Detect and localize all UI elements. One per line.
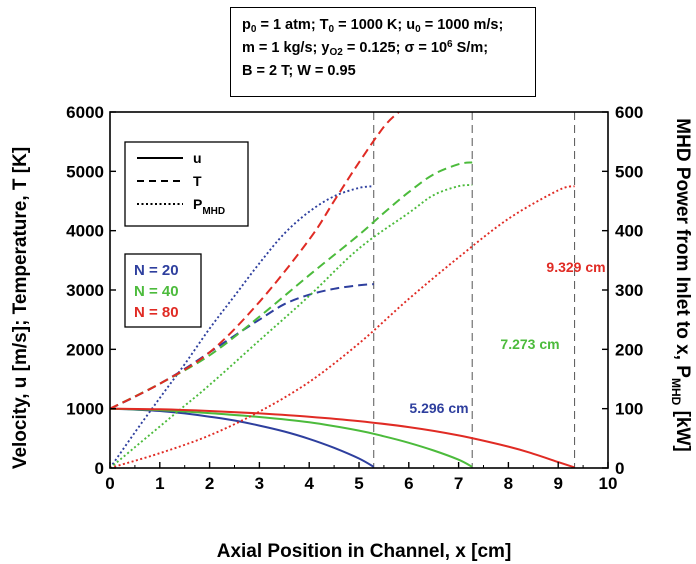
legend-case-n-80: N = 80 [134, 304, 179, 321]
y2-tick-label: 400 [615, 222, 643, 241]
y-tick-label: 0 [95, 459, 104, 478]
y-tick-label: 4000 [66, 222, 104, 241]
x-tick-label: 5 [354, 474, 363, 493]
series-n-40-t [110, 161, 473, 410]
y-axis-label: Velocity, u [m/s]; Temperature, T [K] [10, 147, 31, 469]
series-n-80-p-mhd [110, 185, 575, 468]
legend-label-p-mhd: PMHD [193, 196, 225, 217]
x-tick-label: 3 [255, 474, 264, 493]
x-tick-label: 4 [304, 474, 314, 493]
y2-tick-label: 200 [615, 340, 643, 359]
series-n-80-t [110, 112, 400, 410]
x-tick-label: 1 [155, 474, 164, 493]
y2-tick-label: 100 [615, 400, 643, 419]
y2-axis-label: MHD Power from Inlet to x, PMHD [kW] [669, 118, 693, 451]
series-n-20-u [110, 407, 375, 468]
parameter-box: p0 = 1 atm; T0 = 1000 K; u0 = 1000 m/s; … [230, 7, 536, 97]
x-tick-label: 7 [454, 474, 463, 493]
param-line-1: p0 = 1 atm; T0 = 1000 K; u0 = 1000 m/s; [242, 17, 504, 35]
param-line-3: B = 2 T; W = 0.95 [242, 63, 356, 79]
y2-tick-label: 300 [615, 281, 643, 300]
legend-label-u: u [193, 150, 202, 166]
series-n-40-u [110, 407, 473, 468]
y-tick-label: 2000 [66, 340, 104, 359]
channel-end-label-9-329-cm: 9.329 cm [546, 259, 605, 275]
x-axis-label: Axial Position in Channel, x [cm] [217, 541, 512, 562]
y2-tick-label: 0 [615, 459, 624, 478]
y-tick-label: 3000 [66, 281, 104, 300]
series-n-80-u [110, 407, 575, 468]
legend-case-n-40: N = 40 [134, 283, 179, 300]
y-tick-label: 1000 [66, 400, 104, 419]
legend-case-n-20: N = 20 [134, 262, 179, 279]
series-n-20-p-mhd [110, 185, 374, 468]
channel-end-label-7-273-cm: 7.273 cm [500, 336, 559, 352]
y2-tick-label: 600 [615, 103, 643, 122]
series-n-40-p-mhd [110, 184, 473, 468]
x-tick-label: 0 [105, 474, 114, 493]
y-tick-label: 5000 [66, 162, 104, 181]
y2-tick-label: 500 [615, 162, 643, 181]
x-tick-label: 10 [599, 474, 618, 493]
legend-style-box [124, 141, 249, 227]
legend-case-box [124, 253, 202, 328]
x-tick-label: 6 [404, 474, 413, 493]
x-tick-label: 9 [553, 474, 562, 493]
legend-label-t: T [193, 173, 202, 189]
x-tick-label: 2 [205, 474, 214, 493]
param-line-2: m = 1 kg/s; yO2 = 0.125; σ = 106 S/m; [242, 39, 489, 58]
y-tick-label: 6000 [66, 103, 104, 122]
channel-end-label-5-296-cm: 5.296 cm [409, 400, 468, 416]
x-tick-label: 8 [504, 474, 513, 493]
